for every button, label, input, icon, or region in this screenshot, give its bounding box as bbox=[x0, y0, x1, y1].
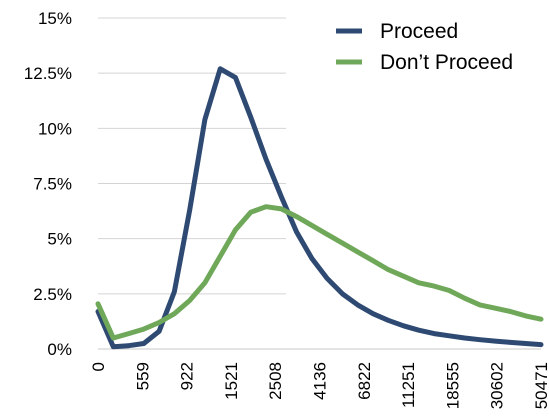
y-tick-label: 2.5% bbox=[33, 285, 72, 304]
x-tick-label: 0 bbox=[89, 362, 108, 371]
x-tick-label: 559 bbox=[133, 362, 152, 390]
x-tick-label: 922 bbox=[178, 362, 197, 390]
x-tick-label: 2508 bbox=[266, 362, 285, 400]
y-tick-label: 10% bbox=[38, 119, 72, 138]
series-lines bbox=[95, 66, 544, 350]
y-tick-label: 12.5% bbox=[24, 64, 72, 83]
legend-label: Don’t Proceed bbox=[380, 51, 513, 74]
y-tick-label: 7.5% bbox=[33, 175, 72, 194]
x-tick-label: 11251 bbox=[399, 362, 418, 408]
x-tick-label: 6822 bbox=[355, 362, 374, 400]
x-tick-label: 50471 bbox=[532, 362, 549, 409]
x-tick-label: 30602 bbox=[488, 362, 507, 409]
y-tick-label: 0% bbox=[47, 340, 72, 359]
x-tick-label: 18555 bbox=[443, 362, 462, 409]
gridlines bbox=[98, 17, 541, 350]
x-tick-label: 4136 bbox=[311, 362, 330, 400]
y-tick-label: 5% bbox=[47, 230, 72, 249]
legend-label: Proceed bbox=[380, 20, 458, 43]
legend: Proceed Don’t Proceed bbox=[336, 20, 513, 74]
y-axis-tick-labels: 0% 2.5% 5% 7.5% 10% 12.5% 15% bbox=[24, 9, 72, 359]
series-line-dont-proceed bbox=[95, 204, 544, 341]
x-axis-tick-labels: 0 559 922 1521 2508 4136 6822 11251 18555 30602 50… bbox=[89, 362, 549, 409]
y-tick-label: 15% bbox=[38, 9, 72, 28]
series-line-proceed bbox=[95, 66, 544, 350]
x-tick-label: 1521 bbox=[222, 362, 241, 400]
